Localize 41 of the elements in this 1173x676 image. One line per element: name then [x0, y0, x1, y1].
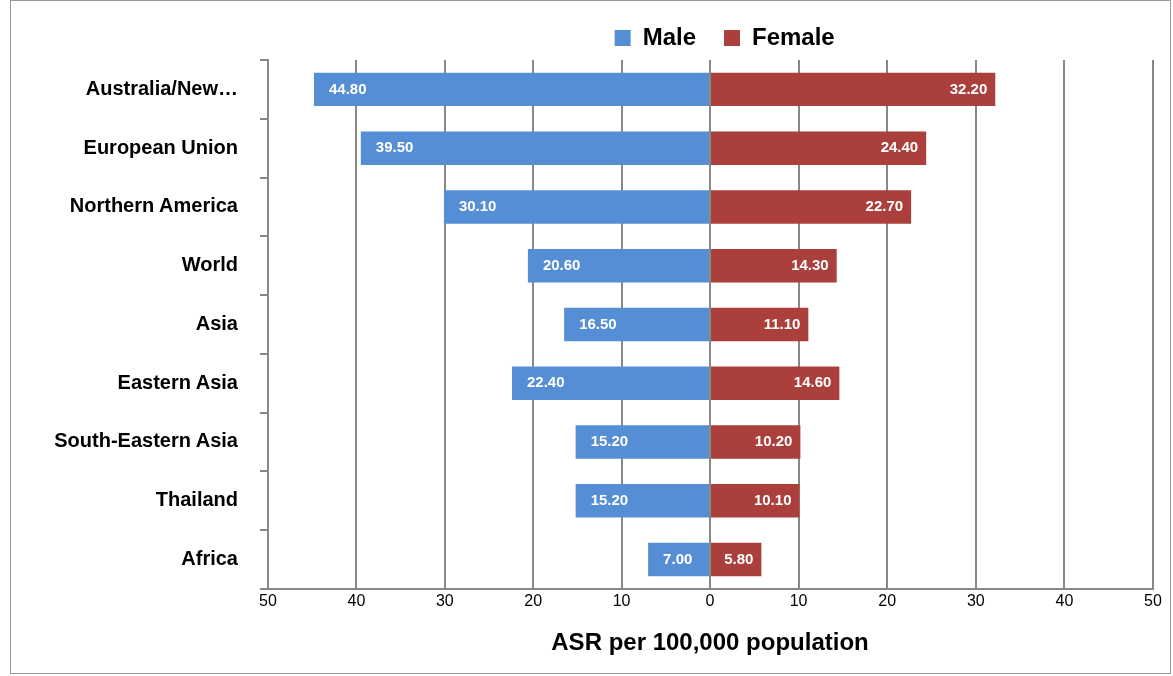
data-label: 39.50 — [375, 138, 414, 156]
data-label: 10.10 — [753, 490, 792, 508]
data-label: 24.40 — [880, 138, 919, 156]
data-label: 22.40 — [526, 373, 565, 391]
y-tick-label: South-Eastern Asia — [54, 429, 239, 452]
x-tick-label: 50 — [1144, 591, 1162, 609]
x-tick-label: 20 — [878, 591, 897, 609]
data-label: 32.20 — [949, 79, 988, 97]
data-label: 11.10 — [763, 314, 801, 332]
y-tick-label: World — [181, 253, 238, 276]
x-tick-label: 10 — [789, 591, 808, 609]
x-tick-label: 50 — [259, 591, 277, 609]
data-label: 5.80 — [724, 549, 754, 567]
y-tick-label: European Union — [83, 135, 238, 158]
data-label: 14.30 — [791, 255, 829, 273]
y-tick-label: Africa — [181, 546, 239, 569]
data-label: 30.10 — [458, 197, 497, 215]
data-label: 10.20 — [754, 432, 793, 450]
y-tick-label: Eastern Asia — [117, 370, 239, 393]
data-label: 15.20 — [590, 432, 629, 450]
x-axis-title: ASR per 100,000 population — [551, 628, 869, 656]
data-label: 14.60 — [793, 373, 832, 391]
y-tick-label: Australia/New… — [85, 76, 238, 99]
data-label: 44.80 — [328, 79, 367, 97]
x-tick-label: 10 — [612, 591, 631, 609]
x-tick-label: 30 — [435, 591, 454, 609]
legend-label: Male — [642, 22, 696, 50]
data-label: 15.20 — [590, 490, 629, 508]
x-tick-label: 30 — [966, 591, 985, 609]
x-tick-label: 40 — [347, 591, 366, 609]
data-label: 22.70 — [865, 197, 904, 215]
x-tick-label: 20 — [524, 591, 543, 609]
y-tick-label: Asia — [195, 311, 239, 334]
x-tick-label: 0 — [705, 591, 715, 609]
data-label: 16.50 — [579, 314, 617, 332]
x-tick-label: 40 — [1055, 591, 1074, 609]
data-label: 20.60 — [542, 255, 581, 273]
data-label: 7.00 — [663, 549, 693, 567]
y-tick-label: Northern America — [69, 194, 239, 217]
legend-label: Female — [752, 22, 835, 50]
y-tick-label: Thailand — [155, 488, 238, 511]
